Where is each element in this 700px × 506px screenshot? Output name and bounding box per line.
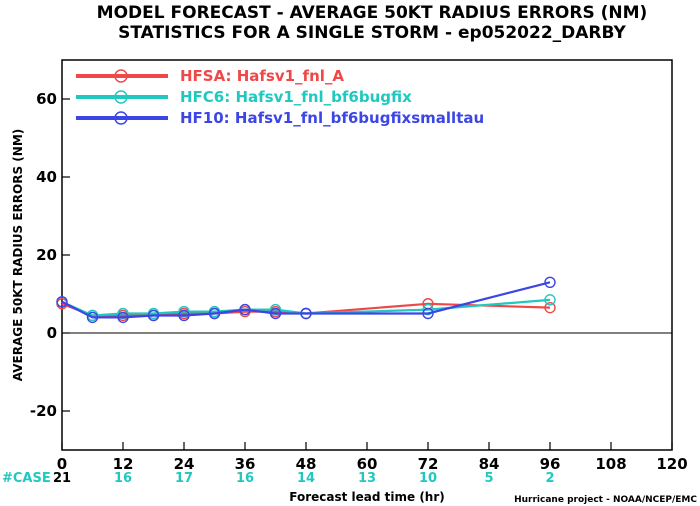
case-count: 16 <box>114 471 132 486</box>
credit-text: Hurricane project - NOAA/NCEP/EMC <box>514 495 697 505</box>
series-line <box>61 281 551 319</box>
case-count: 5 <box>484 471 493 486</box>
x-axis-ticks: 0 12 24 36 48 60 72 84 96 108 120 <box>57 442 688 473</box>
case-count: 13 <box>358 471 376 486</box>
legend-swatch-marker <box>114 111 128 125</box>
legend-label: HF10: Hafsv1_fnl_bf6bugfixsmalltau <box>180 109 484 127</box>
data-point <box>269 307 282 320</box>
data-point <box>56 296 68 308</box>
case-count: 16 <box>236 471 254 486</box>
chart-title: MODEL FORECAST - AVERAGE 50KT RADIUS ERR… <box>97 3 648 23</box>
legend-swatch-marker <box>114 90 128 104</box>
case-count: 14 <box>297 471 315 486</box>
case-count: 21 <box>53 471 71 486</box>
x-tick-label: 108 <box>595 455 626 473</box>
y-tick-label: 40 <box>36 168 57 186</box>
case-count: 2 <box>545 471 554 486</box>
legend-swatch-marker <box>114 69 128 83</box>
legend-item: HF10: Hafsv1_fnl_bf6bugfixsmalltau <box>76 109 484 127</box>
data-point <box>239 303 251 316</box>
series-line <box>61 298 551 317</box>
case-count: 10 <box>419 471 437 486</box>
y-tick-label: 0 <box>47 324 57 342</box>
legend-item: HFSA: Hafsv1_fnl_A <box>76 67 344 85</box>
data-point <box>117 311 129 324</box>
y-axis-label: AVERAGE 50KT RADIUS ERRORS (NM) <box>11 129 25 381</box>
series-2 <box>56 276 556 324</box>
data-point <box>544 276 556 288</box>
x-tick-label: 72 <box>418 455 439 473</box>
data-point <box>208 307 221 320</box>
y-tick-label: -20 <box>30 402 57 420</box>
case-counts: #CASE 21 16 17 16 14 13 10 5 2 <box>2 471 555 486</box>
x-tick-label: 120 <box>656 455 687 473</box>
legend: HFSA: Hafsv1_fnl_A HFC6: Hafsv1_fnl_bf6bu… <box>76 67 484 127</box>
data-point <box>544 301 556 314</box>
y-axis-ticks: -20 0 20 40 60 <box>30 90 70 420</box>
chart-subtitle: STATISTICS FOR A SINGLE STORM - ep052022… <box>118 23 626 43</box>
data-point <box>544 294 556 306</box>
x-tick-label: 48 <box>296 455 317 473</box>
series-layer <box>56 276 556 324</box>
legend-label: HFC6: Hafsv1_fnl_bf6bugfix <box>180 88 412 106</box>
y-tick-label: 60 <box>36 90 57 108</box>
data-point <box>86 311 99 324</box>
data-point <box>300 307 312 320</box>
x-tick-label: 60 <box>357 455 378 473</box>
data-point <box>422 307 434 320</box>
legend-label: HFSA: Hafsv1_fnl_A <box>180 67 344 85</box>
x-tick-label: 96 <box>540 455 561 473</box>
x-tick-label: 84 <box>479 455 500 473</box>
x-tick-label: 36 <box>235 455 256 473</box>
x-tick-label: 24 <box>174 455 195 473</box>
legend-item: HFC6: Hafsv1_fnl_bf6bugfix <box>76 88 412 106</box>
case-count: 17 <box>175 471 193 486</box>
data-point <box>178 309 190 322</box>
x-axis-label: Forecast lead time (hr) <box>289 490 445 504</box>
data-point <box>147 309 160 322</box>
x-tick-label: 12 <box>113 455 134 473</box>
y-tick-label: 20 <box>36 246 57 264</box>
case-label: #CASE <box>2 471 51 486</box>
x-tick-label: 0 <box>57 455 67 473</box>
